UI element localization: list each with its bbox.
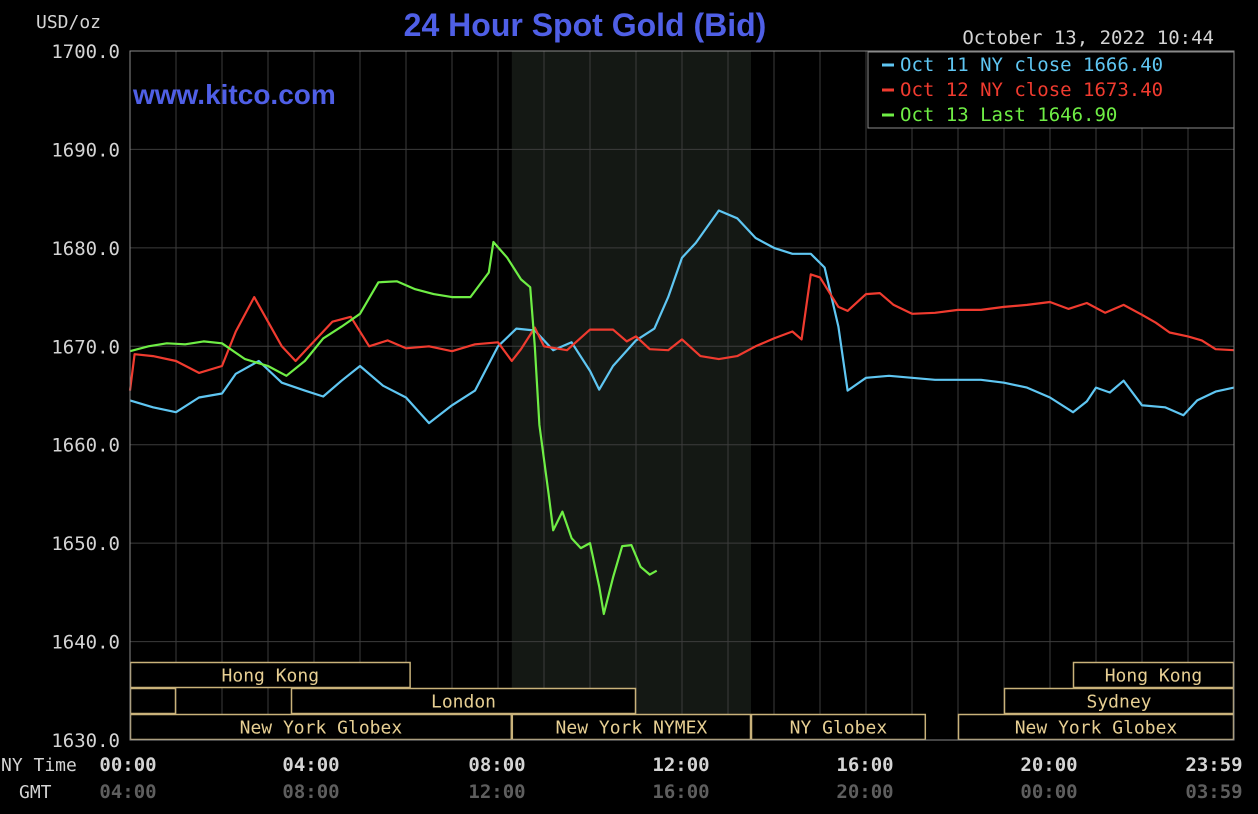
chart-title: 24 Hour Spot Gold (Bid) (404, 7, 767, 43)
y-tick-label: 1660.0 (51, 435, 120, 457)
series-line-1 (129, 209, 1235, 425)
session-label: NY Globex (790, 718, 888, 739)
y-tick-label: 1670.0 (51, 336, 120, 358)
legend-entry: Oct 12 NY close 1673.40 (900, 79, 1163, 101)
session-bar (129, 661, 411, 689)
x-tick-label: 12:00 (468, 781, 525, 803)
x-tick-label: 16:00 (836, 754, 893, 776)
y-axis-label: USD/oz (36, 12, 101, 33)
x-tick-label: 04:00 (282, 754, 339, 776)
series-line-3 (129, 240, 658, 616)
x-tick-label: 16:00 (652, 781, 709, 803)
session-bar (957, 713, 1235, 741)
session-label: New York NYMEX (556, 718, 708, 739)
x-tick-label: 23:59 (1185, 754, 1242, 776)
x-axis-ticks: NY Time 00:00 04:00 08:00 12:00 16:00 20:00 23:… (1, 754, 1243, 803)
x-axis-row-label: NY Time (1, 755, 77, 776)
session-label: Hong Kong (1105, 666, 1203, 687)
session-label: New York Globex (240, 718, 403, 739)
session-bar-stub (129, 687, 177, 715)
nymex-highlight-band (511, 51, 751, 740)
x-tick-label: 00:00 (1020, 781, 1077, 803)
session-bar (750, 713, 927, 741)
session-bar (290, 687, 637, 715)
session-label: Sydney (1086, 692, 1151, 713)
market-sessions: Hong Kong Hong Kong London Sydney New York G… (129, 661, 1235, 741)
session-bar (1072, 661, 1235, 689)
y-axis-ticks: 1700.0 1690.0 1680.0 1670.0 1660.0 1650.0 1640… (51, 41, 120, 752)
y-tick-label: 1640.0 (51, 632, 120, 654)
x-tick-label: 00:00 (99, 754, 156, 776)
legend-entry: Oct 11 NY close 1666.40 (900, 54, 1163, 76)
x-tick-label: 04:00 (99, 781, 156, 803)
session-label: London (431, 692, 496, 713)
x-axis-row-label: GMT (19, 782, 52, 803)
x-tick-label: 08:00 (282, 781, 339, 803)
timestamp: October 13, 2022 10:44 (962, 27, 1214, 49)
x-tick-label: 20:00 (836, 781, 893, 803)
y-tick-label: 1680.0 (51, 238, 120, 260)
y-tick-label: 1650.0 (51, 533, 120, 555)
session-label: Hong Kong (222, 666, 320, 687)
legend-box (867, 51, 1235, 129)
y-tick-label: 1700.0 (51, 41, 120, 63)
y-tick-label: 1630.0 (51, 730, 120, 752)
watermark-url: www.kitco.com (132, 79, 336, 110)
session-bar (1003, 687, 1235, 715)
session-bar (129, 713, 513, 741)
series-line-2 (128, 273, 1235, 391)
x-tick-label: 20:00 (1020, 754, 1077, 776)
x-tick-label: 08:00 (468, 754, 525, 776)
x-tick-label: 03:59 (1185, 781, 1242, 803)
legend-entry: Oct 13 Last 1646.90 (900, 104, 1117, 126)
x-tick-label: 12:00 (652, 754, 709, 776)
plot-frame (129, 50, 1235, 741)
legend: Oct 11 NY close 1666.40 Oct 12 NY close 1… (867, 51, 1235, 129)
price-series (128, 209, 1235, 616)
session-label: New York Globex (1015, 718, 1178, 739)
y-tick-label: 1690.0 (51, 139, 120, 161)
